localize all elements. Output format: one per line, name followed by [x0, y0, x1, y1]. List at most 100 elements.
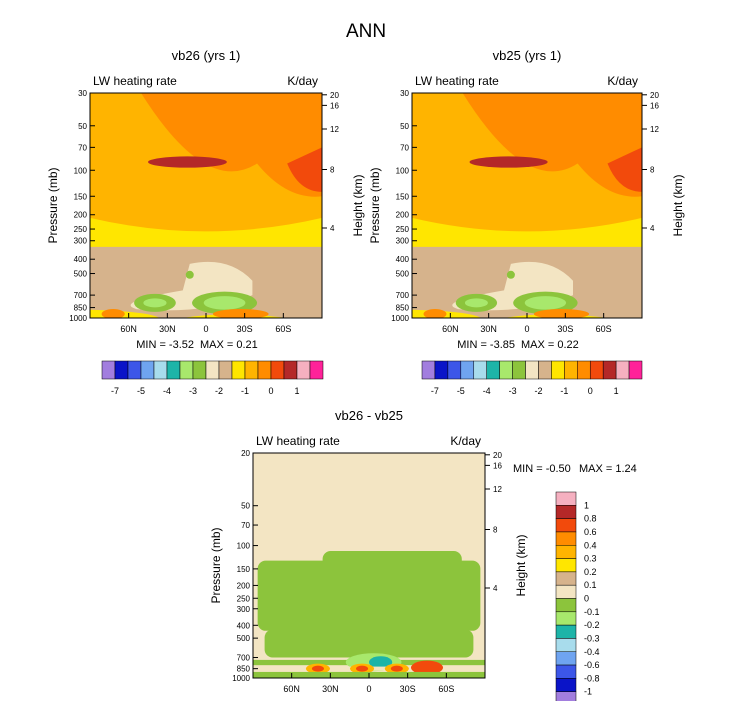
colorbar-box	[153, 360, 168, 380]
colorbar-box	[140, 360, 155, 380]
x-tick-label: 30S	[557, 324, 573, 334]
colorbar-label: -0.3	[584, 633, 600, 643]
colorbar-box	[555, 491, 577, 506]
surface-orange-right	[533, 309, 590, 318]
surface-orange-left	[423, 309, 447, 318]
blob-lime-right	[524, 296, 567, 310]
colorbar-box	[283, 360, 298, 380]
height-tick-label: 8	[650, 166, 655, 175]
colorbar-box	[166, 360, 181, 380]
colorbar-box	[555, 624, 577, 639]
patch-maroon	[148, 156, 227, 168]
y-tick-label: 50	[241, 502, 250, 511]
colorbar-box	[628, 360, 643, 380]
colorbar-box	[244, 360, 259, 380]
colorbar-label: -5	[137, 386, 145, 396]
colorbar-box	[512, 360, 526, 380]
colorbar-box	[555, 691, 577, 701]
height-tick-label: 20	[493, 451, 502, 460]
x-tick-label: 60S	[275, 324, 291, 334]
y-tick-label: 700	[396, 291, 410, 300]
height-tick-label: 8	[493, 526, 498, 535]
colorbar-label: -2	[534, 386, 542, 396]
x-tick-label: 0	[524, 324, 529, 334]
colorbar-box	[179, 360, 194, 380]
contour-fill	[90, 93, 322, 318]
y-tick-label: 50	[78, 122, 87, 131]
y-tick-label: 250	[396, 225, 410, 234]
panel-title: vb26 (yrs 1)	[172, 48, 241, 63]
x-tick-label: 0	[366, 684, 371, 694]
y-tick-label: 300	[396, 237, 410, 246]
colorbar-box	[555, 531, 577, 546]
colorbar-box	[589, 360, 604, 380]
colorbar-box	[555, 558, 577, 573]
colorbar-box	[309, 360, 324, 380]
y-tick-label: 70	[241, 521, 250, 530]
patch-red-orange	[607, 147, 642, 192]
colorbar-label: 0.6	[584, 527, 597, 537]
colorbar-label: 0.4	[584, 540, 597, 550]
colorbar-box	[218, 360, 233, 380]
y-tick-label: 70	[400, 143, 409, 152]
colorbar-box	[555, 678, 577, 692]
height-tick-label: 4	[330, 224, 335, 233]
colorbar-box	[577, 360, 591, 380]
colorbar-box	[447, 360, 462, 380]
colorbar-box	[114, 360, 129, 380]
y-tick-label: 700	[237, 653, 251, 662]
y-tick-label: 30	[78, 89, 87, 98]
height-axis-label: Height (km)	[671, 174, 685, 236]
y-tick-label: 20	[241, 449, 250, 458]
height-tick-label: 16	[650, 101, 659, 110]
colorbar-box	[551, 360, 565, 380]
region-green-3	[264, 629, 474, 658]
colorbar-box	[205, 360, 220, 380]
y-tick-label: 400	[237, 621, 251, 630]
colorbar-label: -4	[163, 386, 171, 396]
hot-red-2	[390, 665, 403, 672]
colorbar-box	[421, 360, 436, 380]
y-tick-label: 300	[237, 605, 251, 614]
x-tick-label: 30N	[480, 324, 497, 334]
hot-spot-main	[411, 660, 443, 675]
colorbar-label: -4	[483, 386, 491, 396]
height-tick-label: 20	[330, 91, 339, 100]
x-tick-label: 60N	[283, 684, 300, 694]
y-tick-label: 200	[396, 211, 410, 220]
y-tick-label: 250	[74, 225, 88, 234]
contour-fill	[253, 453, 485, 678]
panel-vb26: vb26 (yrs 1)LW heating rate K/day30507010…	[46, 48, 365, 396]
y-tick-label: 1000	[69, 314, 87, 323]
colorbar-box	[555, 611, 577, 626]
dot-green	[185, 270, 194, 279]
patch-red-orange	[287, 147, 322, 192]
height-tick-label: 12	[650, 125, 659, 134]
right-subtitle: K/day	[450, 434, 481, 448]
colorbar-label: -1	[241, 386, 249, 396]
max-label: MAX = 0.21	[200, 339, 258, 351]
colorbar-label: 0	[584, 594, 589, 604]
colorbar-label: 1	[294, 386, 299, 396]
y-tick-label: 200	[237, 581, 251, 590]
height-tick-label: 4	[493, 584, 498, 593]
colorbar-label: -1	[560, 386, 568, 396]
height-tick-label: 8	[330, 166, 335, 175]
y-tick-label: 700	[74, 291, 88, 300]
y-tick-label: 70	[78, 143, 87, 152]
y-tick-label: 400	[396, 255, 410, 264]
left-subtitle: LW heating rate	[415, 74, 499, 88]
y-axis-label: Pressure (mb)	[368, 167, 382, 243]
colorbar-box	[555, 545, 577, 559]
hot-red-1	[356, 665, 369, 672]
colorbar-box	[555, 584, 577, 599]
right-subtitle: K/day	[287, 74, 318, 88]
surface-orange-right	[212, 309, 269, 318]
band-dark-orange	[462, 93, 642, 197]
panel-title: vb26 - vb25	[335, 408, 403, 423]
y-tick-label: 1000	[391, 314, 409, 323]
y-tick-label: 400	[74, 255, 88, 264]
colorbar-label: -7	[111, 386, 119, 396]
contour-fill	[412, 93, 642, 318]
panel-title: vb25 (yrs 1)	[493, 48, 562, 63]
